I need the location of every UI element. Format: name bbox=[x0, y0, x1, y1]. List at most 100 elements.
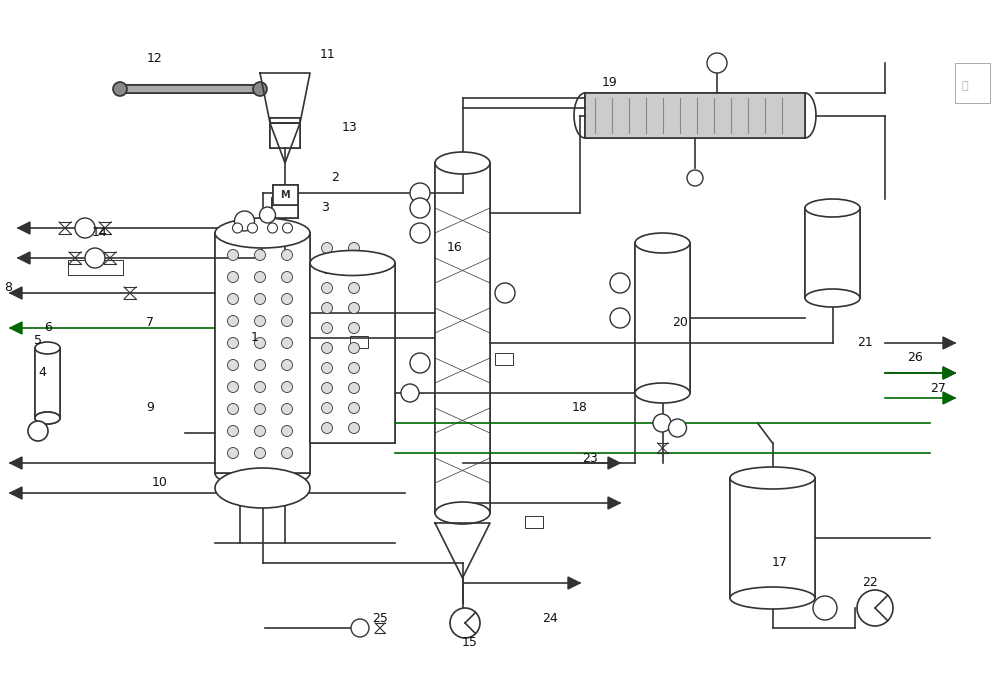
Circle shape bbox=[228, 337, 239, 349]
Circle shape bbox=[351, 619, 369, 637]
Circle shape bbox=[321, 342, 332, 353]
Circle shape bbox=[254, 448, 266, 459]
Text: 27: 27 bbox=[930, 382, 946, 394]
Ellipse shape bbox=[730, 467, 815, 489]
Circle shape bbox=[348, 383, 359, 394]
Polygon shape bbox=[10, 487, 22, 499]
Bar bbox=[272, 185, 298, 205]
Circle shape bbox=[321, 322, 332, 333]
Bar bbox=[310, 263, 395, 443]
Ellipse shape bbox=[435, 502, 490, 524]
Text: 11: 11 bbox=[320, 49, 336, 62]
Circle shape bbox=[321, 303, 332, 313]
Bar bbox=[525, 516, 543, 528]
Circle shape bbox=[254, 294, 266, 304]
Circle shape bbox=[321, 383, 332, 394]
Polygon shape bbox=[943, 367, 955, 379]
Text: 22: 22 bbox=[862, 577, 878, 590]
Polygon shape bbox=[10, 287, 22, 299]
Circle shape bbox=[228, 249, 239, 261]
Text: 3: 3 bbox=[321, 202, 329, 215]
Circle shape bbox=[253, 82, 267, 96]
Bar bbox=[270, 118, 300, 148]
Text: 20: 20 bbox=[672, 317, 688, 329]
Bar bbox=[272, 198, 298, 218]
Polygon shape bbox=[943, 367, 955, 379]
Circle shape bbox=[254, 337, 266, 349]
Bar bbox=[270, 118, 300, 148]
Circle shape bbox=[687, 170, 703, 186]
Circle shape bbox=[401, 384, 419, 402]
Circle shape bbox=[254, 360, 266, 371]
Text: 6: 6 bbox=[44, 322, 52, 335]
Circle shape bbox=[813, 596, 837, 620]
Circle shape bbox=[321, 283, 332, 294]
Text: 10: 10 bbox=[152, 477, 168, 489]
Circle shape bbox=[228, 315, 239, 326]
Circle shape bbox=[348, 303, 359, 313]
Circle shape bbox=[282, 360, 292, 371]
Circle shape bbox=[610, 308, 630, 328]
Circle shape bbox=[75, 218, 95, 238]
Ellipse shape bbox=[805, 289, 860, 307]
Circle shape bbox=[228, 426, 239, 437]
Ellipse shape bbox=[635, 233, 690, 253]
Text: 1: 1 bbox=[251, 331, 259, 344]
Ellipse shape bbox=[35, 412, 60, 424]
Polygon shape bbox=[608, 497, 620, 509]
Bar bbox=[730, 478, 815, 598]
Circle shape bbox=[857, 590, 893, 626]
Circle shape bbox=[321, 243, 332, 254]
Circle shape bbox=[248, 223, 258, 233]
Circle shape bbox=[85, 248, 105, 268]
Ellipse shape bbox=[215, 468, 310, 508]
Bar bbox=[435, 163, 490, 513]
Circle shape bbox=[610, 273, 630, 293]
Circle shape bbox=[495, 283, 515, 303]
Circle shape bbox=[348, 362, 359, 374]
Polygon shape bbox=[260, 73, 310, 123]
Bar bbox=[215, 233, 310, 473]
Circle shape bbox=[348, 342, 359, 353]
Bar bbox=[495, 353, 513, 365]
Circle shape bbox=[282, 294, 292, 304]
Circle shape bbox=[410, 353, 430, 373]
Circle shape bbox=[228, 448, 239, 459]
Ellipse shape bbox=[215, 218, 310, 248]
Circle shape bbox=[410, 198, 430, 218]
Circle shape bbox=[228, 382, 239, 392]
Circle shape bbox=[254, 426, 266, 437]
Circle shape bbox=[113, 82, 127, 96]
Text: 24: 24 bbox=[542, 611, 558, 624]
Polygon shape bbox=[270, 123, 300, 163]
Bar bbox=[805, 208, 860, 298]
Circle shape bbox=[282, 337, 292, 349]
Circle shape bbox=[282, 426, 292, 437]
Text: 9: 9 bbox=[146, 401, 154, 414]
Polygon shape bbox=[943, 337, 955, 349]
Text: 5: 5 bbox=[34, 335, 42, 347]
Bar bbox=[35, 348, 60, 418]
Circle shape bbox=[254, 249, 266, 261]
Bar bbox=[435, 163, 490, 513]
Circle shape bbox=[282, 272, 292, 283]
Bar bbox=[585, 93, 805, 138]
Circle shape bbox=[228, 403, 239, 414]
Text: 21: 21 bbox=[857, 337, 873, 349]
Polygon shape bbox=[10, 322, 22, 334]
Bar bbox=[635, 243, 690, 393]
Ellipse shape bbox=[310, 250, 395, 276]
Text: 2: 2 bbox=[331, 171, 339, 184]
Circle shape bbox=[234, 211, 255, 231]
Circle shape bbox=[268, 223, 278, 233]
Bar bbox=[120, 85, 260, 93]
Polygon shape bbox=[18, 222, 30, 234]
Text: 14: 14 bbox=[92, 227, 108, 240]
Bar bbox=[635, 243, 690, 393]
Circle shape bbox=[348, 283, 359, 294]
Bar bbox=[68, 260, 123, 275]
Bar bbox=[585, 93, 805, 138]
Circle shape bbox=[232, 223, 242, 233]
Text: 12: 12 bbox=[147, 51, 163, 64]
Text: 16: 16 bbox=[447, 241, 463, 254]
